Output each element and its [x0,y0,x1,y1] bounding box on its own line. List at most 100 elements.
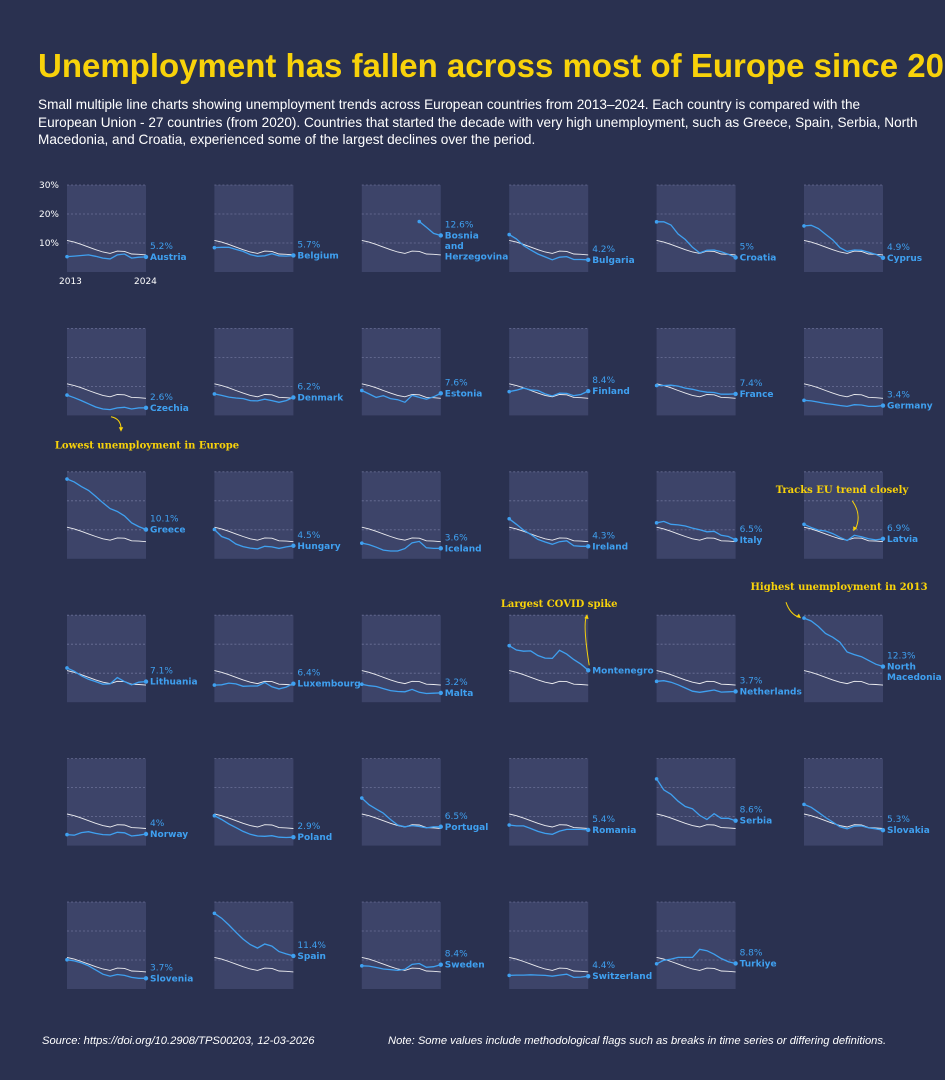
panel-romania [509,758,589,846]
country-line-poland [214,815,294,839]
value-label-germany: 3.4% [887,391,910,401]
value-label-switzerland: 4.4% [592,961,615,971]
country-line-north-macedonia [803,617,884,668]
country-label-sweden: Sweden [445,961,485,971]
country-line-hungary [213,529,294,550]
start-point-latvia [802,522,806,527]
eu-line-spain [214,956,294,973]
panel-lithuania [67,615,146,703]
end-point-france [733,391,738,397]
annotation-north-macedonia: Highest unemployment in 2013 [750,582,927,593]
start-point-bosnia-and-herzegovina [417,219,422,224]
annotation-arrowhead-latvia [853,526,858,532]
end-point-bulgaria [586,257,591,263]
panel-latvia [804,471,883,559]
eu-line-estonia [361,383,441,399]
end-point-czechia [143,405,149,411]
value-label-estonia: 7.6% [445,378,468,388]
start-point-slovenia [65,957,69,962]
value-label-sweden: 8.4% [445,950,468,960]
country-line-sweden [361,962,441,972]
country-line-netherlands [656,680,736,693]
start-point-cyprus [802,224,806,228]
end-point-denmark [291,395,296,400]
panel-france [656,328,736,416]
chart-title: Unemployment has fallen across most of E… [38,47,945,84]
eu-line-finland [509,383,589,399]
country-line-croatia [656,221,736,259]
eu-line-romania [509,813,589,829]
eu-line-iceland [361,526,441,543]
country-line-latvia [803,523,884,542]
panel-sweden [361,902,441,989]
panel-estonia [361,328,441,416]
panel-bosnia-and-herzegovina [361,185,441,272]
value-label-bosnia-and-herzegovina: 12.6% [445,220,474,230]
panel-germany [804,328,883,416]
end-point-finland [586,388,591,394]
eu-line-czechia [66,383,147,399]
x-tick-label: 2013 [59,277,82,287]
value-label-latvia: 6.9% [887,524,910,534]
panel-turkiye [656,902,736,989]
panel-luxembourg [214,615,294,703]
start-point-malta [360,682,364,687]
country-label-lithuania: Lithuania [150,678,198,688]
y-tick-label: 30% [39,181,59,191]
panel-czechia [67,328,146,416]
start-point-turkiye [654,961,659,966]
end-point-romania [586,827,591,833]
country-label-spain: Spain [297,952,326,962]
country-line-serbia [656,778,736,822]
value-label-poland: 2.9% [297,822,320,832]
start-point-austria [65,254,69,259]
panel-ireland [509,471,589,559]
country-label-finland: Finland [592,387,630,397]
country-line-portugal [361,797,441,829]
value-label-denmark: 6.2% [297,382,320,392]
end-point-netherlands [733,689,738,694]
annotation-arrowhead-montenegro [584,614,589,619]
country-label-turkiye: Turkiye [740,959,777,969]
start-point-france [654,383,659,388]
panel-finland [509,328,589,416]
annotation-arrow-latvia [851,500,859,530]
end-point-spain [291,953,296,959]
panel-spain [214,902,294,989]
eu-line-norway [66,813,147,829]
value-label-cyprus: 4.9% [887,243,910,253]
country-line-czechia [66,394,146,411]
country-label-hungary: Hungary [297,542,340,552]
end-point-latvia [880,536,886,541]
end-point-malta [438,690,443,696]
start-point-lithuania [65,666,69,670]
value-label-finland: 8.4% [592,376,615,386]
country-label-austria: Austria [150,253,187,263]
end-point-turkiye [733,961,738,966]
annotation-arrow-czechia [110,416,122,429]
end-point-bosnia-and-herzegovina [438,233,443,238]
panel-poland [214,758,294,846]
country-line-ireland [508,518,589,547]
country-label-north-macedonia: North [887,663,916,673]
country-label-belgium: Belgium [297,251,338,261]
value-label-croatia: 5% [740,243,755,253]
country-line-finland [509,387,589,397]
country-line-cyprus [803,224,884,259]
country-label-norway: Norway [150,830,188,840]
country-line-slovakia [803,803,884,831]
panel-portugal [361,758,441,846]
annotation-arrowhead-czechia [118,427,124,432]
end-point-norway [143,831,149,837]
annotation-arrow-north-macedonia [785,602,800,618]
start-point-denmark [212,392,217,396]
annotation-latvia: Tracks EU trend closely [776,485,910,496]
value-label-hungary: 4.5% [297,531,320,541]
panel-belgium [214,185,294,272]
value-label-italy: 6.5% [740,525,763,535]
panel-netherlands [656,615,736,703]
start-point-bulgaria [507,232,512,237]
country-label-italy: Italy [740,536,763,546]
start-point-czechia [65,393,69,397]
